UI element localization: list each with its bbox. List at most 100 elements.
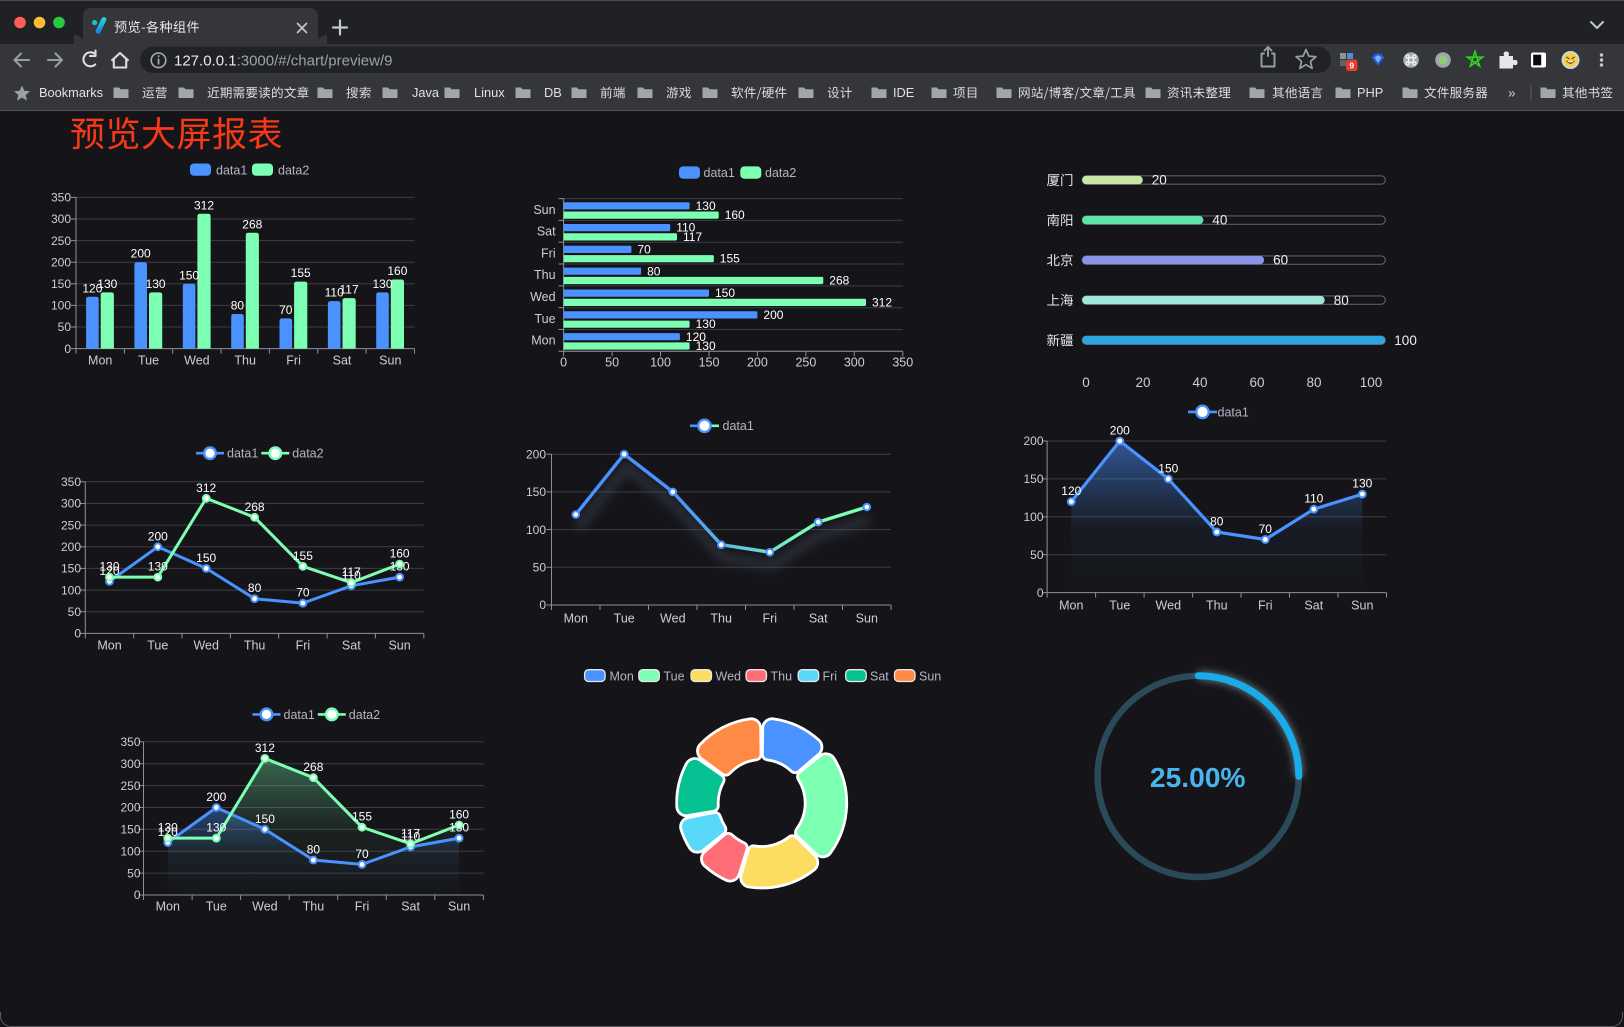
svg-text:100: 100: [120, 844, 140, 858]
svg-text:117: 117: [401, 826, 420, 840]
svg-text:Thu: Thu: [234, 354, 256, 368]
svg-text:80: 80: [248, 581, 262, 595]
svg-text:Fri: Fri: [1258, 598, 1273, 612]
svg-text:Mon: Mon: [610, 670, 634, 684]
svg-text:Fri: Fri: [763, 612, 778, 626]
svg-text:110: 110: [342, 568, 361, 582]
svg-text:80: 80: [647, 264, 661, 278]
svg-text:Wed: Wed: [184, 354, 210, 368]
svg-text:110: 110: [401, 829, 420, 843]
svg-text:268: 268: [245, 500, 265, 514]
svg-text:312: 312: [872, 295, 892, 309]
svg-text:250: 250: [120, 779, 140, 793]
svg-text:Thu: Thu: [244, 638, 266, 652]
svg-text:40: 40: [1212, 213, 1227, 228]
svg-text:70: 70: [279, 303, 293, 317]
svg-text:Sat: Sat: [1304, 598, 1323, 612]
svg-text:150: 150: [1023, 472, 1043, 486]
svg-text:70: 70: [1259, 522, 1273, 536]
svg-text:data1: data1: [216, 163, 247, 177]
svg-text:60: 60: [1249, 375, 1264, 390]
svg-text:Thu: Thu: [771, 670, 793, 684]
svg-text:Mon: Mon: [531, 334, 555, 348]
svg-text:Tue: Tue: [147, 638, 168, 652]
svg-text:200: 200: [763, 308, 783, 322]
svg-text:Thu: Thu: [534, 268, 556, 282]
svg-text:120: 120: [82, 281, 102, 295]
svg-text:70: 70: [637, 243, 651, 257]
svg-text:Fri: Fri: [823, 670, 838, 684]
svg-text:200: 200: [747, 356, 768, 370]
svg-text:Sat: Sat: [809, 612, 828, 626]
svg-text:IDE: IDE: [893, 85, 914, 100]
svg-text:350: 350: [892, 356, 913, 370]
svg-text:Linux: Linux: [474, 85, 505, 100]
svg-text:300: 300: [120, 757, 140, 771]
svg-text:250: 250: [795, 356, 816, 370]
svg-text:130: 130: [99, 560, 119, 574]
svg-text:150: 150: [715, 286, 735, 300]
svg-text:117: 117: [683, 230, 702, 244]
svg-text:50: 50: [58, 320, 72, 334]
svg-text:155: 155: [291, 266, 311, 280]
svg-text:130: 130: [1352, 477, 1372, 491]
svg-text:Wed: Wed: [1156, 598, 1182, 612]
svg-text:data1: data1: [227, 447, 258, 461]
svg-text:50: 50: [605, 356, 619, 370]
svg-text:80: 80: [307, 843, 321, 857]
svg-text:Wed: Wed: [660, 612, 686, 626]
svg-text:130: 130: [146, 277, 166, 291]
svg-text:150: 150: [526, 485, 546, 499]
svg-text:300: 300: [51, 212, 71, 226]
svg-text:120: 120: [686, 330, 706, 344]
svg-text:155: 155: [352, 810, 372, 824]
svg-text:Sun: Sun: [388, 638, 410, 652]
svg-text:40: 40: [1192, 375, 1207, 390]
svg-text:110: 110: [325, 286, 344, 300]
svg-text:Sun: Sun: [1351, 598, 1373, 612]
svg-text:70: 70: [355, 847, 369, 861]
svg-text:150: 150: [255, 812, 275, 826]
svg-text:250: 250: [51, 234, 71, 248]
svg-text:350: 350: [51, 191, 71, 205]
svg-text:110: 110: [676, 221, 695, 235]
svg-text:Mon: Mon: [97, 638, 121, 652]
svg-text:200: 200: [61, 540, 81, 554]
svg-text:200: 200: [206, 790, 226, 804]
svg-text:312: 312: [255, 741, 275, 755]
svg-text:20: 20: [1152, 173, 1167, 188]
svg-text:200: 200: [1110, 424, 1130, 438]
svg-text:150: 150: [699, 356, 720, 370]
svg-text:250: 250: [61, 518, 81, 532]
svg-text:50: 50: [1030, 548, 1044, 562]
svg-text:80: 80: [1210, 515, 1224, 529]
svg-text:0: 0: [1037, 586, 1044, 600]
svg-text:Tue: Tue: [614, 612, 635, 626]
svg-text:0: 0: [560, 356, 567, 370]
svg-text:130: 130: [148, 560, 168, 574]
svg-text:100: 100: [61, 583, 81, 597]
svg-text:Sat: Sat: [537, 225, 556, 239]
svg-text:data2: data2: [765, 166, 796, 180]
svg-text:268: 268: [829, 274, 849, 288]
svg-text:data2: data2: [349, 708, 380, 722]
svg-text:160: 160: [387, 264, 407, 278]
svg-text:160: 160: [390, 547, 410, 561]
svg-text:127.0.0.1:3000/#/chart/preview: 127.0.0.1:3000/#/chart/preview/9: [174, 53, 393, 70]
svg-text:200: 200: [131, 247, 151, 261]
svg-text:Sun: Sun: [856, 612, 878, 626]
svg-text:data1: data1: [723, 419, 754, 433]
svg-text:130: 130: [97, 277, 117, 291]
svg-text:150: 150: [1158, 461, 1178, 475]
svg-text:150: 150: [61, 562, 81, 576]
svg-text:0: 0: [134, 888, 141, 902]
svg-text:50: 50: [68, 605, 82, 619]
svg-text:300: 300: [844, 356, 865, 370]
svg-text:Sun: Sun: [533, 203, 555, 217]
svg-text:50: 50: [127, 866, 141, 880]
svg-text:Fri: Fri: [355, 899, 370, 913]
svg-text:80: 80: [1334, 293, 1349, 308]
svg-text:Sat: Sat: [401, 899, 420, 913]
svg-text:300: 300: [61, 497, 81, 511]
svg-text:100: 100: [526, 523, 546, 537]
